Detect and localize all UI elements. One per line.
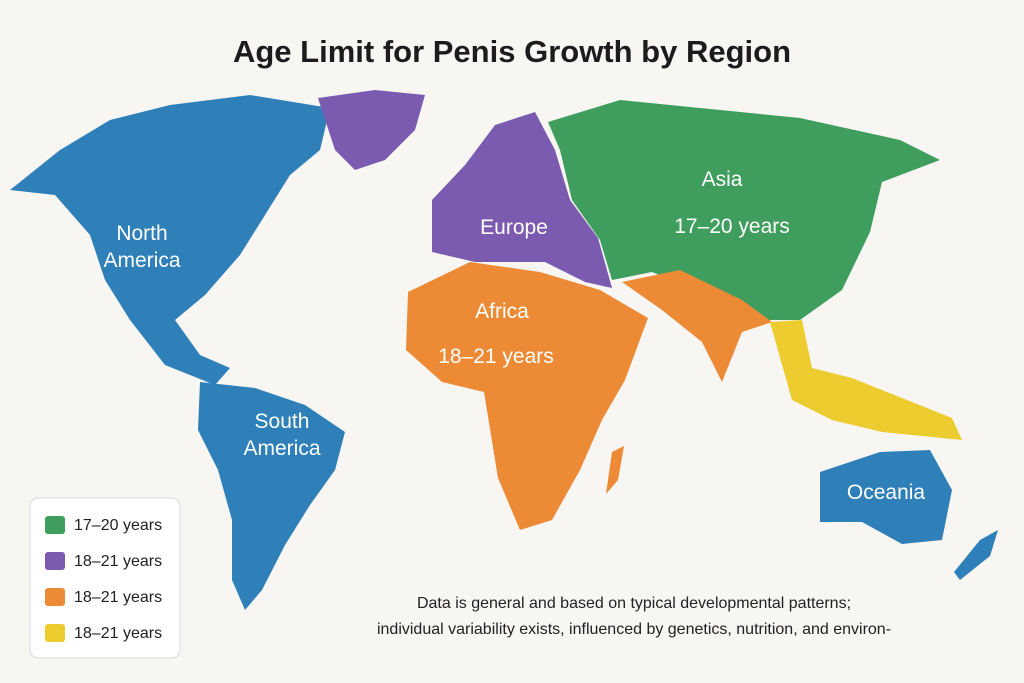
legend-label: 18–21 years [74,589,162,606]
legend-label: 18–21 years [74,553,162,570]
note-line: Data is general and based on typical dev… [417,595,851,612]
region-age: 17–20 years [674,215,790,238]
legend-label: 17–20 years [74,517,162,534]
asia-shape [548,100,940,320]
note-line: individual variability exists, influence… [377,621,891,638]
legend-swatch [45,516,65,534]
greenland-shape [318,90,425,170]
south-america-shape [198,382,345,610]
india-shape [622,270,772,382]
title: Age Limit for Penis Growth by Region [233,34,791,69]
region-age: 18–21 years [438,345,554,368]
legend-swatch [45,588,65,606]
region-labels: North America South America Europe Afric… [103,168,925,504]
region-label: Oceania [847,481,926,504]
region-label: America [103,249,180,272]
africa-shape [406,262,648,530]
region-label: Africa [475,300,529,323]
southeast-asia-shape [770,320,962,440]
legend-box [29,497,181,659]
region-label: America [243,437,320,460]
legend-label: 18–21 years [74,625,162,642]
region-label: Europe [480,216,548,239]
madagascar-shape [606,446,624,494]
north-america-shape [10,95,330,385]
legend-swatch [45,552,65,570]
region-label: North [116,222,167,245]
europe-shape [432,112,612,288]
continents [10,90,998,610]
region-label: South [255,410,310,433]
legend-swatch [45,624,65,642]
new-zealand-shape [954,530,998,580]
legend: 17–20 years 18–21 years 18–21 years 18–21 y… [29,497,181,659]
australia-shape [820,450,952,544]
region-label: Asia [702,168,743,191]
